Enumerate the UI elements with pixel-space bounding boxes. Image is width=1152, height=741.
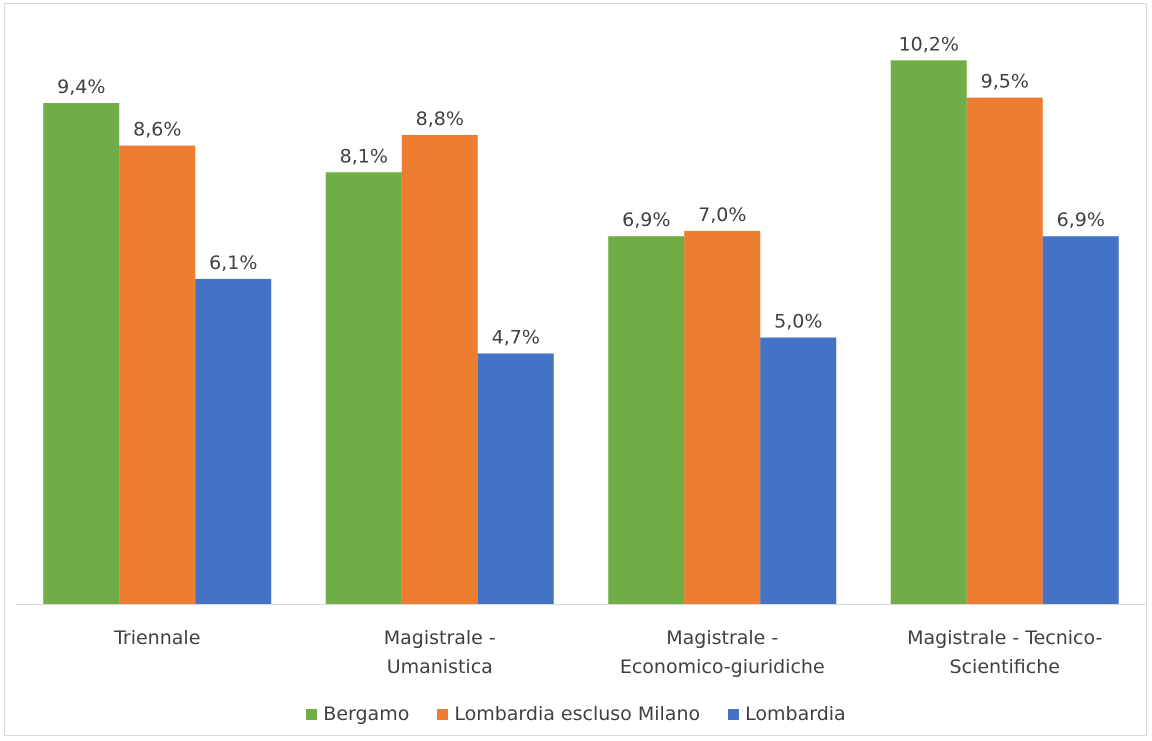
bar-chart: 9,4% 8,6% 6,1% Triennale 8,1% 8,8% 4,7% Magistr… [16, 33, 1146, 678]
category-label: Economico-giuridiche [620, 656, 825, 678]
bar-lombardia-escluso-milano-2 [684, 230, 761, 604]
category-label: Magistrale - Tecnico- [907, 627, 1102, 649]
bar-lombardia-2 [760, 337, 837, 604]
data-label: 10,2% [899, 33, 959, 55]
bar-bergamo-2 [608, 236, 685, 605]
data-label: 4,7% [492, 326, 540, 348]
bar-bergamo-3 [890, 60, 967, 604]
bar-bergamo-1 [325, 172, 402, 604]
legend-label: Lombardia [745, 703, 846, 725]
data-label: 8,8% [416, 108, 464, 130]
legend-item: Lombardia escluso Milano [437, 703, 700, 725]
category-label: Magistrale - [384, 627, 496, 649]
data-label: 6,1% [209, 252, 257, 274]
category-label: Magistrale - [666, 627, 778, 649]
data-label: 8,6% [133, 119, 181, 141]
bar-lombardia-escluso-milano-0 [119, 145, 196, 604]
legend-item: Lombardia [728, 703, 846, 725]
data-label: 7,0% [698, 204, 746, 226]
legend-swatch [728, 708, 740, 720]
data-label: 5,0% [774, 311, 822, 333]
legend-label: Lombardia escluso Milano [454, 703, 701, 725]
legend-item: Bergamo [306, 703, 409, 725]
legend: Bergamo Lombardia escluso Milano Lombardia [0, 703, 1152, 725]
category-label: Triennale [113, 627, 200, 649]
data-label: 8,1% [340, 145, 388, 167]
legend-swatch [437, 708, 449, 720]
bar-lombardia-1 [477, 353, 554, 604]
category-label: Umanistica [387, 656, 493, 678]
data-label: 9,4% [57, 76, 105, 98]
legend-label: Bergamo [323, 703, 410, 725]
bar-bergamo-0 [43, 102, 120, 604]
bar-lombardia-3 [1042, 236, 1119, 605]
data-label: 6,9% [1057, 209, 1105, 231]
category-label: Scientifiche [950, 656, 1060, 678]
legend-swatch [306, 708, 318, 720]
data-label: 9,5% [981, 71, 1029, 93]
bar-lombardia-escluso-milano-3 [966, 97, 1043, 605]
bar-lombardia-escluso-milano-1 [401, 134, 478, 604]
data-label: 6,9% [622, 209, 670, 231]
bar-lombardia-0 [195, 278, 272, 604]
